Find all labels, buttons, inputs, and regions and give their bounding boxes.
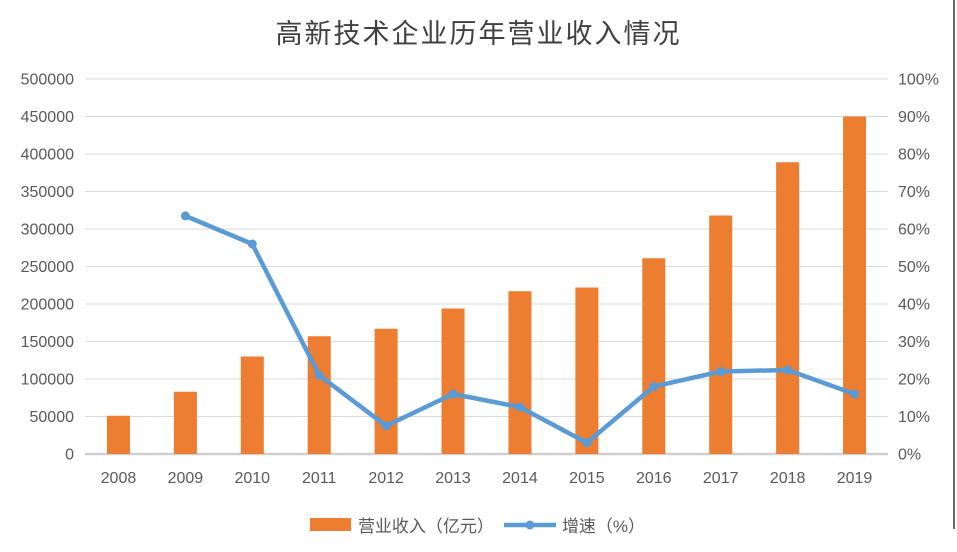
bar-2011 xyxy=(307,336,331,454)
line-marker xyxy=(649,382,659,391)
x-axis-label: 2017 xyxy=(703,470,739,487)
left-axis-tick-label: 150000 xyxy=(21,334,74,351)
bar-2017 xyxy=(709,215,733,454)
right-edge-border xyxy=(953,0,955,529)
x-axis-label: 2015 xyxy=(569,470,605,487)
right-axis-tick-label: 30% xyxy=(898,334,930,351)
legend-bar-label: 营业收入（亿元） xyxy=(357,517,494,536)
bar-2018 xyxy=(776,162,800,454)
right-axis-tick-label: 50% xyxy=(898,259,930,276)
x-axis-label: 2008 xyxy=(101,470,137,487)
x-axis-label: 2013 xyxy=(435,470,471,487)
left-axis-tick-label: 50000 xyxy=(30,409,75,426)
left-axis-tick-label: 300000 xyxy=(21,222,74,239)
left-axis-tick-label: 350000 xyxy=(21,184,74,201)
left-axis-tick-label: 250000 xyxy=(21,259,74,276)
legend-line-label: 增速（%） xyxy=(561,517,646,536)
bar-2008 xyxy=(106,415,130,454)
x-axis-label: 2014 xyxy=(502,470,538,487)
x-axis-label: 2018 xyxy=(770,470,806,487)
bar-2009 xyxy=(173,391,197,454)
line-marker xyxy=(716,367,726,376)
line-marker xyxy=(180,211,190,221)
line-marker xyxy=(783,365,793,375)
line-marker xyxy=(850,389,860,399)
right-axis-tick-label: 10% xyxy=(898,409,930,426)
left-axis-tick-label: 500000 xyxy=(21,72,74,89)
left-axis-tick-label: 0 xyxy=(65,447,74,464)
line-marker xyxy=(448,389,458,399)
right-axis-tick-label: 0% xyxy=(898,447,921,464)
line-marker xyxy=(515,402,525,412)
bar-2012 xyxy=(374,328,398,454)
left-axis-tick-label: 450000 xyxy=(21,109,74,126)
right-axis-tick-label: 40% xyxy=(898,297,930,314)
legend: 营业收入（亿元） 增速（%） xyxy=(0,512,957,537)
line-marker xyxy=(582,438,592,448)
bar-2010 xyxy=(240,356,264,454)
legend-line-swatch-icon xyxy=(503,519,556,531)
right-axis-tick-label: 100% xyxy=(898,72,939,89)
right-axis-tick-label: 60% xyxy=(898,222,930,239)
bar-2014 xyxy=(508,291,532,454)
line-marker xyxy=(381,421,391,431)
right-axis-tick-label: 20% xyxy=(898,372,930,389)
x-axis-label: 2019 xyxy=(837,470,873,487)
right-axis-tick-label: 90% xyxy=(898,109,930,126)
left-axis-tick-label: 400000 xyxy=(21,147,74,164)
line-marker xyxy=(314,370,324,380)
x-axis-label: 2009 xyxy=(168,470,204,487)
x-axis-label: 2016 xyxy=(636,470,672,487)
x-axis-label: 2012 xyxy=(368,470,404,487)
right-axis-tick-label: 70% xyxy=(898,184,930,201)
legend-bar-swatch-icon xyxy=(309,518,351,531)
line-marker xyxy=(247,239,257,249)
bar-2015 xyxy=(575,287,599,454)
bar-2019 xyxy=(843,116,867,454)
x-axis-label: 2011 xyxy=(302,470,337,487)
x-axis-label: 2010 xyxy=(234,470,270,487)
left-axis-tick-label: 200000 xyxy=(21,297,74,314)
left-axis-tick-label: 100000 xyxy=(21,372,74,389)
bar-2013 xyxy=(441,308,465,454)
right-axis-tick-label: 80% xyxy=(898,147,930,164)
chart-title: 高新技术企业历年营业收入情况 xyxy=(275,19,682,49)
bar-2016 xyxy=(642,258,666,454)
